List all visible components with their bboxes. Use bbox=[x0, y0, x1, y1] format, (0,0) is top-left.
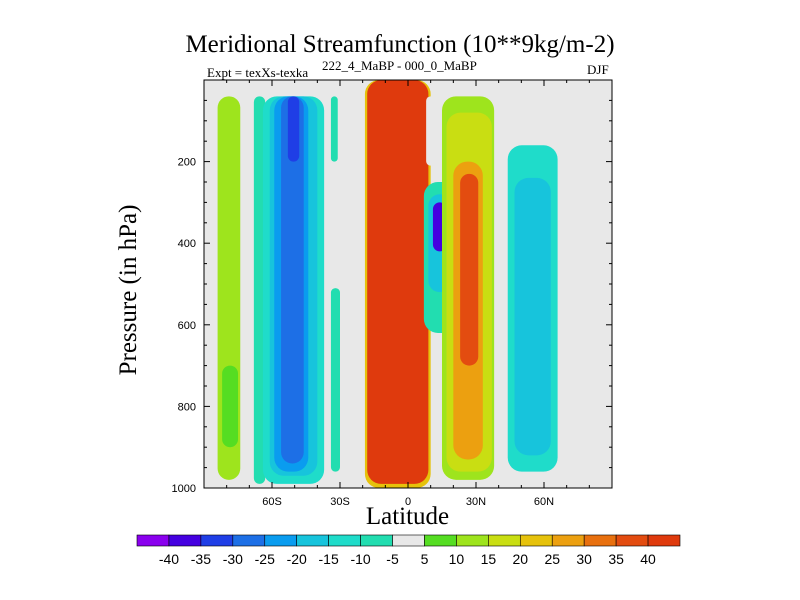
colorbar-label: 5 bbox=[421, 551, 429, 567]
colorbar-swatch bbox=[168, 534, 202, 547]
colorbar-swatch bbox=[424, 534, 457, 547]
colorbar-swatch bbox=[360, 534, 393, 547]
colorbar-label: -15 bbox=[319, 551, 339, 567]
y-tick-label: 400 bbox=[178, 238, 196, 250]
colorbar-label: 25 bbox=[544, 551, 560, 567]
contour-cell bbox=[460, 173, 479, 366]
colorbar-swatch bbox=[519, 534, 553, 547]
contour-cell bbox=[222, 365, 238, 448]
y-tick-label: 800 bbox=[178, 401, 196, 413]
contour-cell bbox=[281, 96, 304, 464]
x-tick-label: 0 bbox=[405, 496, 411, 508]
axes: 60S 30S 0 30N 60N 200 400 600 800 1000 bbox=[172, 80, 612, 508]
y-tick-label: 1000 bbox=[172, 483, 196, 495]
colorbar-label: 15 bbox=[481, 551, 497, 567]
chart-title: Meridional Streamfunction (10**9kg/m-2) bbox=[185, 31, 615, 58]
colorbar-swatch bbox=[615, 534, 649, 547]
x-tick-label: 30S bbox=[330, 496, 350, 508]
colorbar-swatch bbox=[488, 534, 521, 547]
experiment-label: Expt = texXs-texka bbox=[207, 65, 309, 80]
y-tick-label: 200 bbox=[178, 157, 196, 169]
colorbar-label: -20 bbox=[287, 551, 307, 567]
contour-cell bbox=[367, 80, 429, 484]
contour-cell bbox=[330, 96, 338, 162]
colorbar-label: -25 bbox=[255, 551, 275, 567]
x-tick-label: 30N bbox=[466, 496, 486, 508]
colorbar-label: -40 bbox=[159, 551, 179, 567]
contour-cell bbox=[330, 288, 340, 472]
contour-cell bbox=[514, 177, 551, 456]
colorbar-label: 30 bbox=[576, 551, 592, 567]
contour-cell bbox=[426, 96, 436, 166]
y-tick-label: 600 bbox=[178, 320, 196, 332]
colorbar-label: 35 bbox=[608, 551, 624, 567]
colorbar-swatch bbox=[551, 534, 585, 547]
colorbar-label: -5 bbox=[386, 551, 399, 567]
season-label: DJF bbox=[587, 62, 609, 77]
contour-cell bbox=[342, 153, 352, 480]
colorbar-swatch bbox=[392, 534, 425, 547]
x-axis-label: Latitude bbox=[365, 503, 450, 530]
colorbar-swatch bbox=[296, 534, 329, 547]
contour-field bbox=[217, 80, 594, 488]
colorbar-swatch bbox=[328, 534, 361, 547]
contour-cell bbox=[253, 96, 266, 484]
colorbar-swatch bbox=[583, 534, 617, 547]
colorbar-label: -30 bbox=[223, 551, 243, 567]
colorbar-label: -10 bbox=[350, 551, 370, 567]
colorbar-swatch bbox=[232, 534, 266, 547]
colorbar: -40 -35 -30 -25 -20 -15 -10 -5 5 10 15 20 25 30 35 40 bbox=[136, 534, 681, 567]
experiment-difference-label: 222_4_MaBP - 000_0_MaBP bbox=[322, 58, 477, 73]
colorbar-swatch bbox=[647, 534, 681, 547]
colorbar-label: 20 bbox=[513, 551, 529, 567]
colorbar-swatch bbox=[456, 534, 489, 547]
colorbar-swatch bbox=[264, 534, 298, 547]
colorbar-swatch bbox=[200, 534, 234, 547]
contour-cell bbox=[589, 120, 594, 162]
x-tick-label: 60N bbox=[534, 496, 554, 508]
x-tick-label: 60S bbox=[262, 496, 282, 508]
colorbar-label: 10 bbox=[449, 551, 465, 567]
contour-cell bbox=[287, 96, 300, 162]
colorbar-label: -35 bbox=[191, 551, 211, 567]
colorbar-swatch bbox=[136, 534, 170, 547]
colorbar-label: 40 bbox=[640, 551, 656, 567]
